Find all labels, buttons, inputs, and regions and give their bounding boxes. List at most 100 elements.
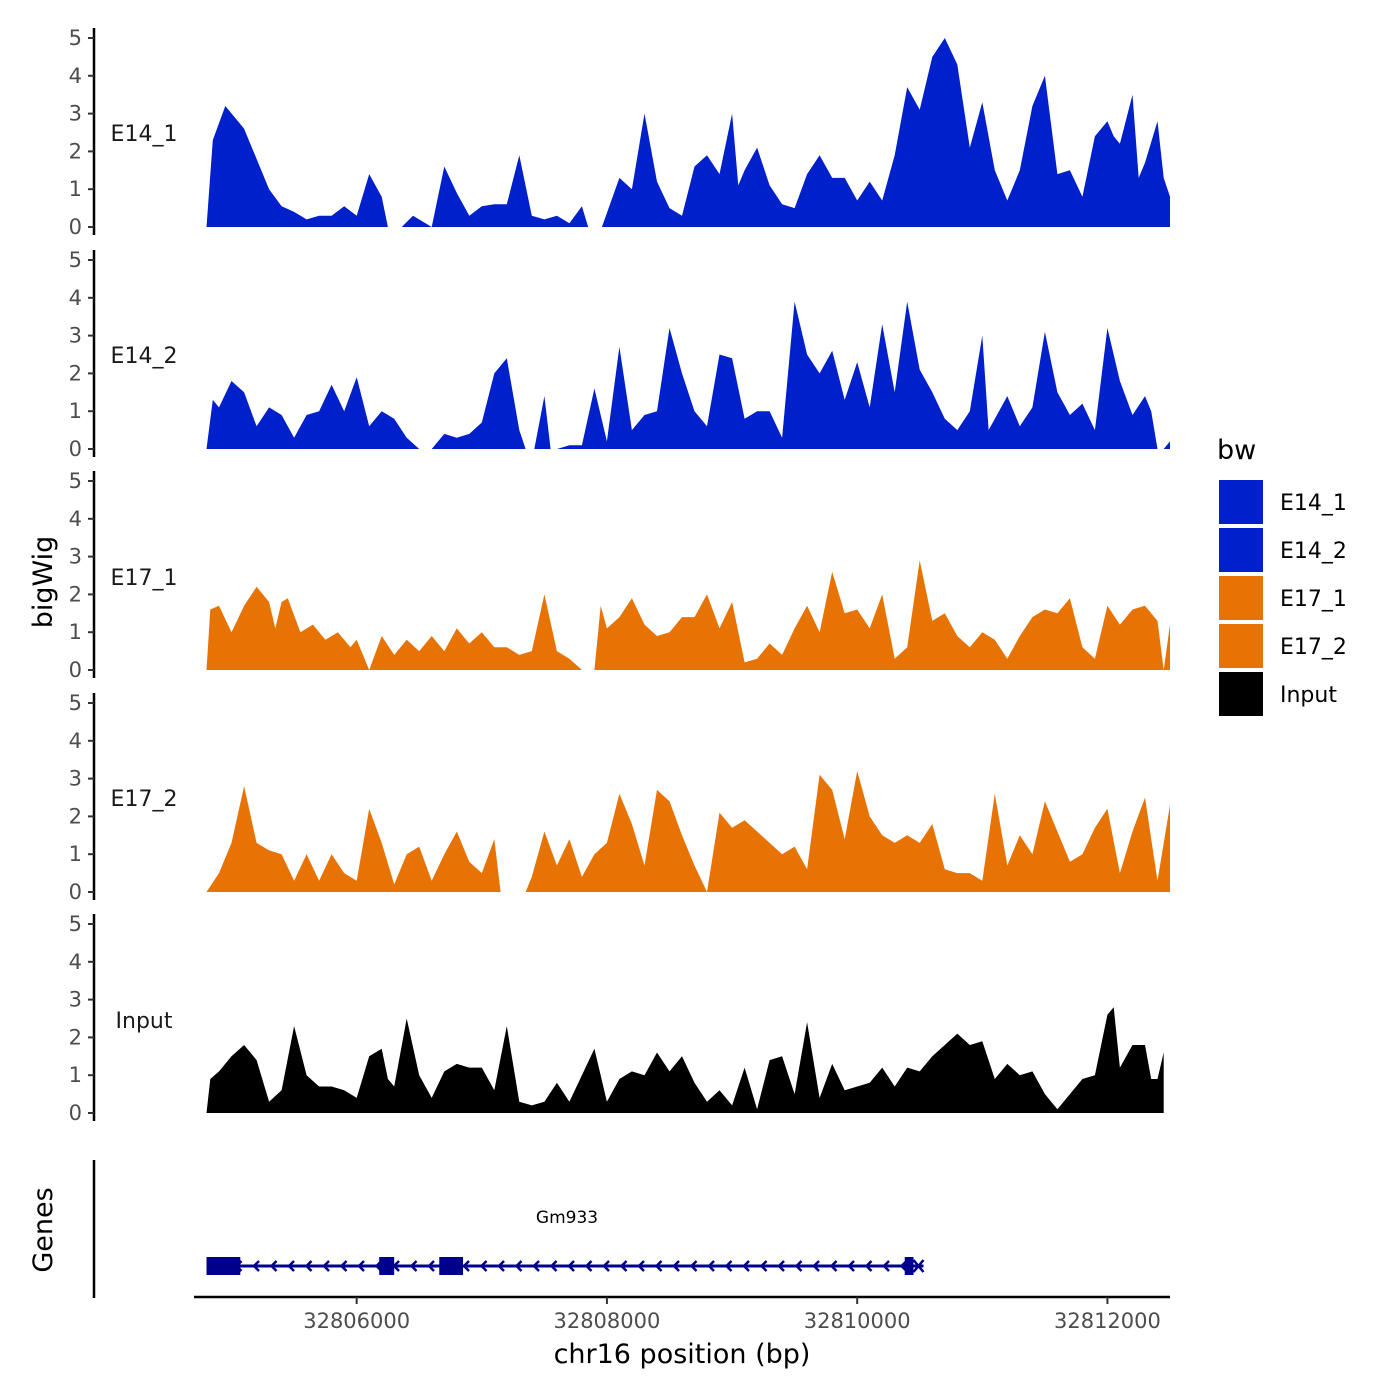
strand-arrow — [742, 1260, 750, 1272]
x-axis-title: chr16 position (bp) — [554, 1339, 811, 1370]
track-input: 0 1 2 3 4 5 Input — [69, 912, 1164, 1125]
strand-arrow — [794, 1260, 803, 1272]
y-tick-label: 5 — [69, 26, 82, 50]
x-axis: 32806000 32808000 32810000 32812000 — [194, 1295, 1170, 1333]
legend-label: E14_1 — [1280, 491, 1347, 516]
y-tick-label: 0 — [69, 1101, 82, 1125]
legend-title: bw — [1217, 435, 1256, 466]
legend-item-e14-1: E14_1 — [1219, 480, 1347, 524]
strand-arrow — [672, 1260, 680, 1272]
signal-area-e14-2 — [206, 301, 1170, 449]
track-label: E14_1 — [111, 122, 178, 147]
signal-area-e17-2 — [206, 771, 1170, 892]
y-tick-label: 4 — [69, 64, 82, 88]
strand-arrow — [549, 1260, 558, 1272]
legend-swatch — [1219, 672, 1263, 716]
track-e14-2: 0 1 2 3 4 5 E14_2 — [69, 248, 1170, 461]
signal-area-input — [206, 1007, 1164, 1113]
strand-arrow — [479, 1260, 488, 1272]
legend-item-e14-2: E14_2 — [1219, 528, 1347, 572]
legend-item-input: Input — [1219, 672, 1337, 716]
legend-item-e17-1: E17_1 — [1219, 576, 1347, 620]
strand-arrow — [882, 1260, 890, 1272]
strand-arrow — [269, 1260, 278, 1272]
legend-label: Input — [1280, 683, 1337, 708]
y-tick-label: 2 — [69, 582, 82, 606]
gene-track-label: Genes — [28, 1187, 59, 1272]
y-tick-label: 1 — [69, 620, 82, 644]
gene-name-label: Gm933 — [536, 1208, 598, 1228]
y-tick-label: 5 — [69, 912, 82, 936]
y-tick-label: 2 — [69, 139, 82, 163]
gene-track: Genes Gm933 — [28, 1160, 925, 1298]
y-tick-label: 3 — [69, 324, 82, 348]
track-e17-2: 0 1 2 3 4 5 E17_2 — [69, 691, 1170, 904]
x-tick-label: 32812000 — [1054, 1309, 1161, 1333]
x-tick-label: 32808000 — [553, 1309, 660, 1333]
y-tick-label: 3 — [69, 545, 82, 569]
strand-arrow — [427, 1260, 435, 1272]
track-label: E17_2 — [111, 787, 178, 812]
signal-area-e14-1 — [206, 38, 1170, 227]
y-tick-label: 5 — [69, 248, 82, 272]
strand-arrow — [602, 1260, 610, 1272]
gene-exon — [206, 1257, 241, 1275]
strand-arrow — [322, 1260, 330, 1272]
y-tick-label: 4 — [69, 507, 82, 531]
strand-arrow — [462, 1260, 470, 1272]
strand-arrow — [864, 1260, 873, 1272]
strand-arrow — [339, 1260, 348, 1272]
strand-arrow — [567, 1260, 575, 1272]
strand-arrow — [619, 1260, 628, 1272]
strand-arrow — [252, 1260, 260, 1272]
strand-arrow — [707, 1260, 715, 1272]
strand-arrow — [829, 1260, 838, 1272]
legend-swatch — [1219, 528, 1263, 572]
strand-arrow — [497, 1260, 505, 1272]
y-tick-label: 3 — [69, 988, 82, 1012]
strand-arrow — [689, 1260, 698, 1272]
strand-arrow — [409, 1260, 418, 1272]
gene-exon — [439, 1257, 464, 1275]
strand-arrow — [584, 1260, 593, 1272]
strand-arrow — [812, 1260, 820, 1272]
strand-arrow — [532, 1260, 540, 1272]
y-tick-label: 4 — [69, 729, 82, 753]
signal-tracks: 0 1 2 3 4 5 E14_1 0 1 2 3 4 5 E14_2 0 1 2 3 4 5 E17_1 0 1 2 3 4 5 E… — [69, 26, 1170, 1125]
gene-exon — [379, 1257, 395, 1275]
strand-arrow — [357, 1260, 365, 1272]
legend-label: E17_1 — [1280, 587, 1347, 612]
track-label: E17_1 — [111, 566, 178, 591]
y-tick-label: 1 — [69, 1063, 82, 1087]
y-tick-label: 0 — [69, 658, 82, 682]
y-tick-label: 5 — [69, 691, 82, 715]
strand-arrow — [287, 1260, 295, 1272]
y-tick-label: 5 — [69, 469, 82, 493]
legend-label: E17_2 — [1280, 635, 1347, 660]
y-tick-label: 0 — [69, 880, 82, 904]
legend-swatch — [1219, 576, 1263, 620]
track-e17-1: 0 1 2 3 4 5 E17_1 — [69, 469, 1170, 682]
signal-area-e17-1 — [206, 560, 1170, 670]
x-tick-label: 32810000 — [804, 1309, 911, 1333]
y-tick-label: 1 — [69, 842, 82, 866]
y-tick-label: 3 — [69, 767, 82, 791]
y-tick-label: 0 — [69, 215, 82, 239]
legend: bw E14_1 E14_2 E17_1 E17_2 Input — [1217, 435, 1347, 716]
legend-swatch — [1219, 480, 1263, 524]
strand-arrow — [654, 1260, 663, 1272]
y-tick-label: 0 — [69, 437, 82, 461]
legend-item-e17-2: E17_2 — [1219, 624, 1347, 668]
track-label: E14_2 — [111, 344, 178, 369]
y-tick-label: 2 — [69, 1025, 82, 1049]
strand-arrow — [777, 1260, 785, 1272]
y-tick-label: 2 — [69, 361, 82, 385]
strand-arrow — [847, 1260, 855, 1272]
y-tick-label: 1 — [69, 399, 82, 423]
y-tick-label: 4 — [69, 950, 82, 974]
gene-exon — [904, 1257, 914, 1275]
strand-arrow — [304, 1260, 313, 1272]
legend-swatch — [1219, 624, 1263, 668]
strand-arrow — [724, 1260, 733, 1272]
track-label: Input — [116, 1009, 173, 1034]
